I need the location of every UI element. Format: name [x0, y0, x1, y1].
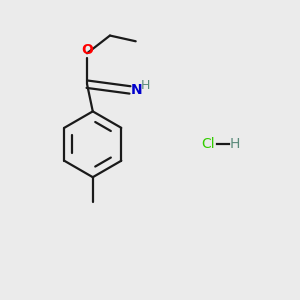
- Text: O: O: [81, 43, 93, 57]
- Text: N: N: [131, 83, 143, 97]
- Text: Cl: Cl: [202, 137, 215, 151]
- Text: H: H: [230, 137, 241, 151]
- Text: H: H: [141, 79, 150, 92]
